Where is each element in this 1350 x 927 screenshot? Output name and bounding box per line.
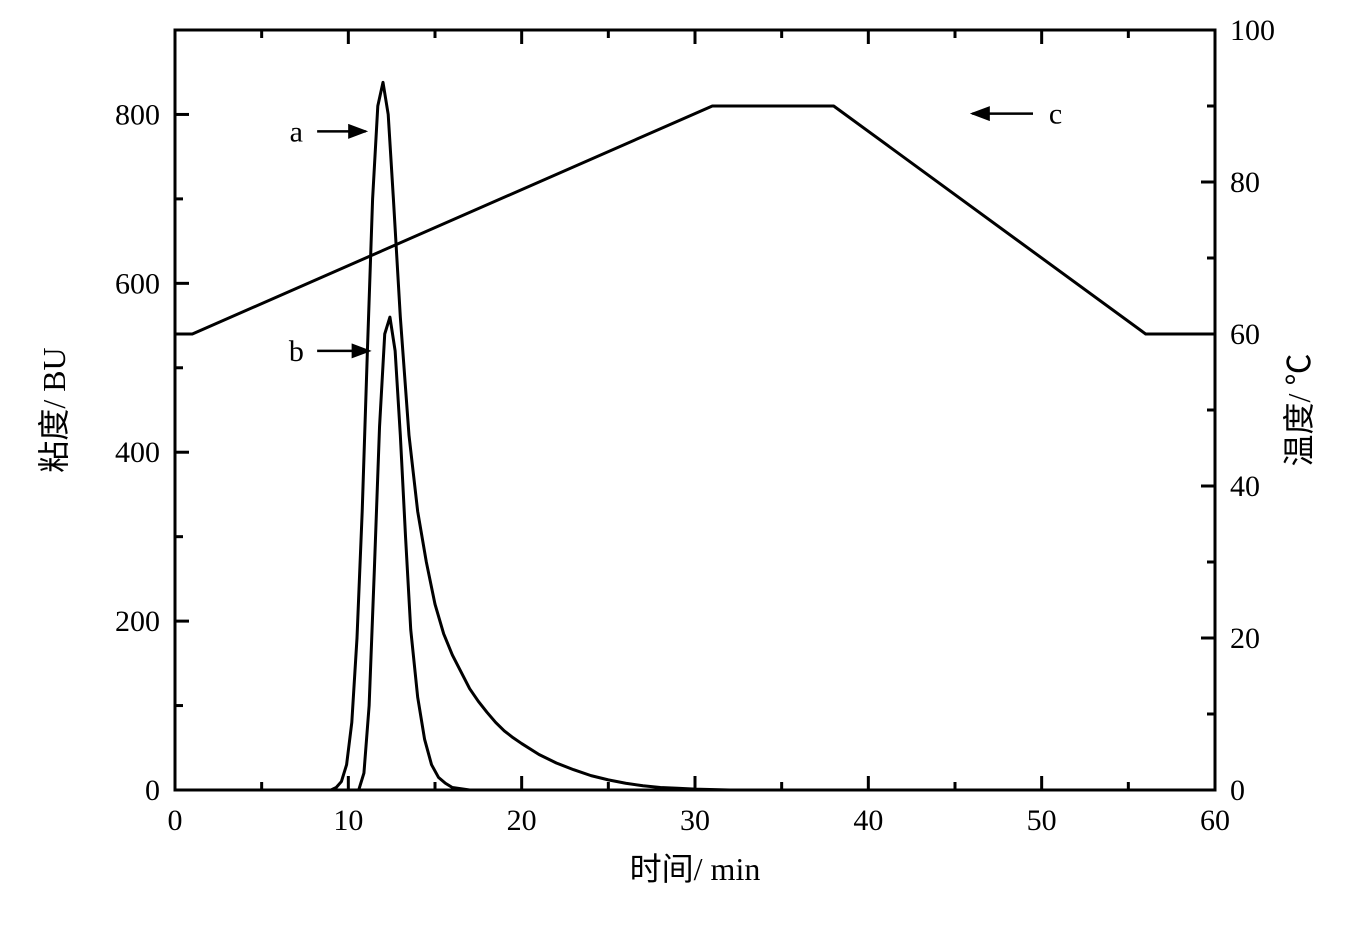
x-tick-label: 50 [1027, 804, 1057, 837]
y-left-tick-label: 0 [145, 774, 160, 807]
x-tick-label: 60 [1200, 804, 1230, 837]
y-right-tick-label: 0 [1230, 774, 1245, 807]
y-right-tick-label: 100 [1230, 14, 1275, 47]
y-right-tick-label: 60 [1230, 318, 1260, 351]
viscosity-temperature-chart: 01020304050600200400600800020406080100时间… [0, 0, 1350, 927]
y-left-tick-label: 400 [115, 436, 160, 469]
series-a-label: a [290, 115, 303, 148]
x-tick-label: 10 [333, 804, 363, 837]
x-tick-label: 20 [507, 804, 537, 837]
series-b-label: b [289, 335, 304, 368]
x-tick-label: 40 [853, 804, 883, 837]
y-left-tick-label: 800 [115, 98, 160, 131]
y-right-tick-label: 40 [1230, 470, 1260, 503]
y-left-tick-label: 600 [115, 267, 160, 300]
y-right-axis-label: 温度/ ℃ [1281, 354, 1317, 467]
y-right-tick-label: 20 [1230, 622, 1260, 655]
x-axis-label: 时间/ min [630, 851, 761, 887]
x-tick-label: 30 [680, 804, 710, 837]
y-right-tick-label: 80 [1230, 166, 1260, 199]
x-tick-label: 0 [168, 804, 183, 837]
y-left-axis-label: 粘度/ BU [36, 347, 72, 472]
y-left-tick-label: 200 [115, 605, 160, 638]
series-c-label: c [1049, 98, 1062, 131]
